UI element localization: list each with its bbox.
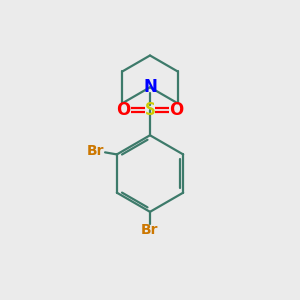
Text: O: O — [116, 101, 130, 119]
Text: Br: Br — [87, 144, 104, 158]
Text: Br: Br — [141, 223, 159, 237]
Text: N: N — [143, 78, 157, 96]
Text: S: S — [145, 101, 155, 119]
Text: O: O — [169, 101, 184, 119]
